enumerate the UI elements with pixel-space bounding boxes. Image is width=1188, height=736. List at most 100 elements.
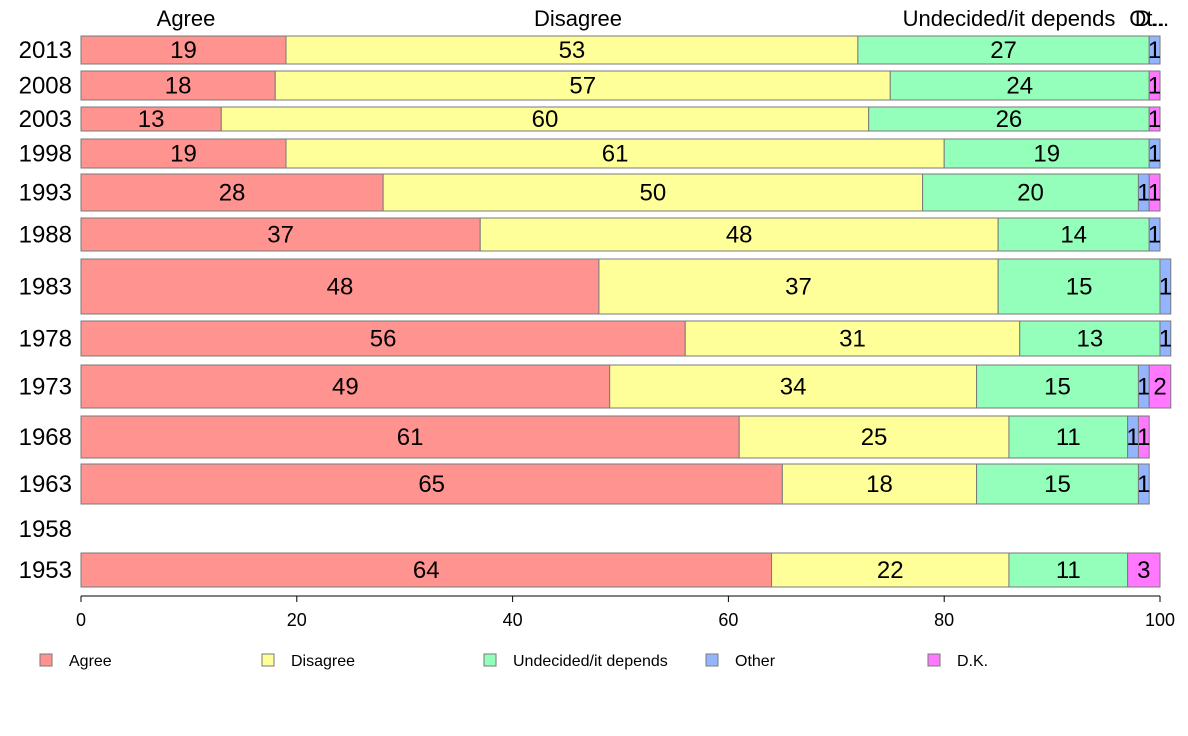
- bar-segment: [1159, 258, 1172, 315]
- data-label: 1: [1137, 374, 1150, 401]
- legend-label: D.K.: [957, 653, 988, 670]
- year-label: 1973: [19, 374, 72, 401]
- bar-segment: [80, 364, 611, 409]
- bar-segment: [80, 173, 384, 212]
- data-label: 1: [1148, 141, 1161, 168]
- legend-label: Undecided/it depends: [513, 653, 668, 670]
- data-label: 1: [1137, 180, 1150, 207]
- bar-segment: [1008, 552, 1129, 588]
- bar-segment: [1137, 415, 1150, 459]
- bar-segment: [285, 35, 859, 65]
- data-label: 37: [785, 274, 812, 301]
- data-label: 56: [370, 326, 397, 353]
- bar-segment: [1148, 70, 1161, 101]
- column-header: Agree: [157, 6, 216, 31]
- bar-segment: [738, 415, 1010, 459]
- year-label: 2013: [19, 37, 72, 64]
- data-label: 49: [332, 374, 359, 401]
- data-label: 1: [1159, 326, 1172, 353]
- data-label: 48: [327, 274, 354, 301]
- data-label: 25: [861, 424, 888, 451]
- bar-segment: [889, 70, 1150, 101]
- column-header: Undecided/it depends: [903, 6, 1116, 31]
- data-label: 13: [1077, 326, 1104, 353]
- data-label: 3: [1137, 557, 1150, 584]
- data-label: 57: [569, 73, 596, 100]
- legend-item: Other: [705, 653, 776, 670]
- data-label: 20: [1017, 180, 1044, 207]
- legend-label: Other: [735, 653, 776, 670]
- data-label: 1: [1137, 424, 1150, 451]
- bar-segment: [1148, 217, 1161, 252]
- data-label: 53: [559, 37, 586, 64]
- year-label: 1978: [19, 326, 72, 353]
- legend-swatch: [927, 653, 941, 667]
- data-label: 61: [397, 424, 424, 451]
- bar-segment: [80, 70, 276, 101]
- legend-item: D.K.: [927, 653, 988, 670]
- bar-segment: [1148, 138, 1161, 169]
- bar-segment: [976, 463, 1139, 505]
- legend-item: Disagree: [261, 653, 355, 670]
- data-label: 19: [1033, 141, 1060, 168]
- data-label: 37: [267, 222, 294, 249]
- data-label: 15: [1044, 374, 1071, 401]
- legend-label: Disagree: [291, 653, 355, 670]
- data-label: 1: [1148, 222, 1161, 249]
- bar-segment: [80, 320, 686, 357]
- bar-segment: [80, 35, 287, 65]
- data-label: 1: [1159, 274, 1172, 301]
- bar-segment: [771, 552, 1010, 588]
- x-tick-label: 80: [934, 610, 954, 630]
- year-label: 1963: [19, 471, 72, 498]
- year-label: 1993: [19, 180, 72, 207]
- bar-segment: [598, 258, 999, 315]
- data-label: 65: [418, 471, 445, 498]
- x-tick-label: 0: [76, 610, 86, 630]
- bar-segment: [80, 415, 740, 459]
- x-tick-label: 100: [1145, 610, 1175, 630]
- legend-label: Agree: [69, 653, 112, 670]
- legend-swatch: [705, 653, 719, 667]
- data-label: 60: [532, 106, 559, 133]
- year-labels: 2013 2008 2003 1998 1993 1988 1983 1978 1973 1968…: [19, 37, 72, 584]
- bar-segment: [868, 106, 1150, 132]
- bar-segment: [1148, 106, 1161, 132]
- bar-segment: [943, 138, 1150, 169]
- legend-item: Undecided/it depends: [483, 653, 668, 670]
- bar-segment: [1148, 35, 1161, 65]
- data-label: 22: [877, 557, 904, 584]
- data-label: 1: [1148, 180, 1161, 207]
- column-header: Ot..: [1129, 6, 1164, 31]
- data-label: 28: [219, 180, 246, 207]
- bar-segment: [1019, 320, 1161, 357]
- bar-segment: [80, 217, 481, 252]
- data-label: 11: [1056, 424, 1081, 451]
- data-label: 1: [1126, 424, 1139, 451]
- data-label: 31: [839, 326, 866, 353]
- bar-segment: [80, 106, 222, 132]
- data-label: 18: [165, 73, 192, 100]
- year-label: 2003: [19, 106, 72, 133]
- data-label: 1: [1148, 106, 1161, 133]
- legend-swatch: [39, 653, 53, 667]
- data-label: 34: [780, 374, 807, 401]
- data-label: 11: [1056, 557, 1081, 584]
- data-label: 48: [726, 222, 753, 249]
- bar-segment: [274, 70, 891, 101]
- data-label: 13: [138, 106, 165, 133]
- bar-segment: [1148, 173, 1161, 212]
- bar-segment: [220, 106, 870, 132]
- legend-swatch: [483, 653, 497, 667]
- data-label: 1: [1148, 37, 1161, 64]
- bar-segment: [684, 320, 1021, 357]
- bar-segment: [80, 463, 783, 505]
- data-label: 15: [1044, 471, 1071, 498]
- year-label: 1988: [19, 222, 72, 249]
- bar-segment: [922, 173, 1139, 212]
- year-label: 1958: [19, 516, 72, 543]
- legend: Agree Disagree Undecided/it depends Other D.…: [39, 653, 988, 670]
- data-label: 2: [1153, 374, 1166, 401]
